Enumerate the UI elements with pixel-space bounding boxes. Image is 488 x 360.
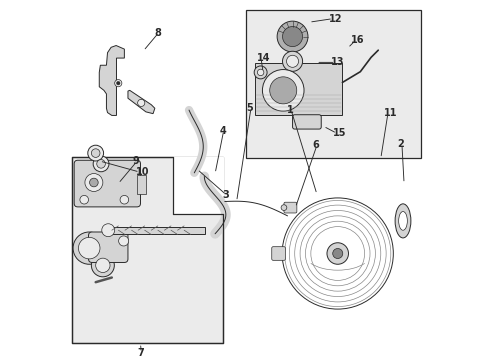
Polygon shape [99, 45, 124, 116]
FancyBboxPatch shape [74, 160, 140, 207]
Circle shape [78, 237, 100, 259]
Circle shape [254, 66, 266, 79]
Text: 9: 9 [132, 156, 139, 166]
Circle shape [332, 248, 342, 258]
Text: 12: 12 [328, 14, 342, 24]
Circle shape [262, 69, 304, 111]
Circle shape [277, 21, 307, 52]
Circle shape [326, 243, 348, 264]
Bar [112, 226, 204, 234]
Ellipse shape [394, 204, 410, 238]
Circle shape [89, 178, 98, 187]
Text: 1: 1 [286, 105, 293, 115]
Bar [254, 63, 342, 115]
Circle shape [80, 195, 88, 204]
Text: 14: 14 [256, 53, 270, 63]
Circle shape [137, 99, 144, 107]
FancyBboxPatch shape [88, 232, 128, 262]
Ellipse shape [398, 212, 407, 230]
Circle shape [115, 80, 122, 87]
Circle shape [88, 145, 103, 161]
Text: 3: 3 [222, 190, 228, 200]
Circle shape [282, 198, 392, 309]
Text: 16: 16 [351, 35, 364, 45]
Circle shape [269, 77, 296, 104]
Bar [245, 10, 420, 158]
Circle shape [282, 27, 302, 46]
Circle shape [93, 156, 109, 172]
FancyBboxPatch shape [292, 115, 321, 129]
Polygon shape [172, 157, 223, 214]
Circle shape [282, 51, 302, 71]
Circle shape [85, 174, 102, 192]
Circle shape [286, 55, 298, 67]
Circle shape [119, 236, 128, 246]
Polygon shape [128, 90, 155, 114]
Circle shape [96, 258, 110, 273]
Circle shape [91, 149, 100, 157]
Text: 13: 13 [330, 57, 344, 67]
FancyBboxPatch shape [271, 247, 285, 260]
Circle shape [116, 81, 120, 85]
Text: 2: 2 [397, 139, 404, 149]
Text: 6: 6 [312, 140, 319, 150]
Bar [72, 157, 223, 343]
Text: 15: 15 [332, 129, 346, 138]
Text: 5: 5 [246, 103, 253, 113]
Text: 7: 7 [137, 348, 143, 358]
Bar [137, 175, 145, 194]
Circle shape [102, 224, 115, 237]
Circle shape [97, 159, 105, 168]
Circle shape [120, 195, 128, 204]
Circle shape [281, 205, 286, 211]
Circle shape [91, 254, 114, 277]
Text: 4: 4 [219, 126, 225, 135]
Text: 8: 8 [154, 28, 161, 38]
Text: 10: 10 [135, 167, 149, 177]
Circle shape [73, 232, 105, 264]
FancyBboxPatch shape [284, 202, 296, 213]
Text: 11: 11 [383, 108, 396, 118]
Circle shape [257, 69, 264, 76]
